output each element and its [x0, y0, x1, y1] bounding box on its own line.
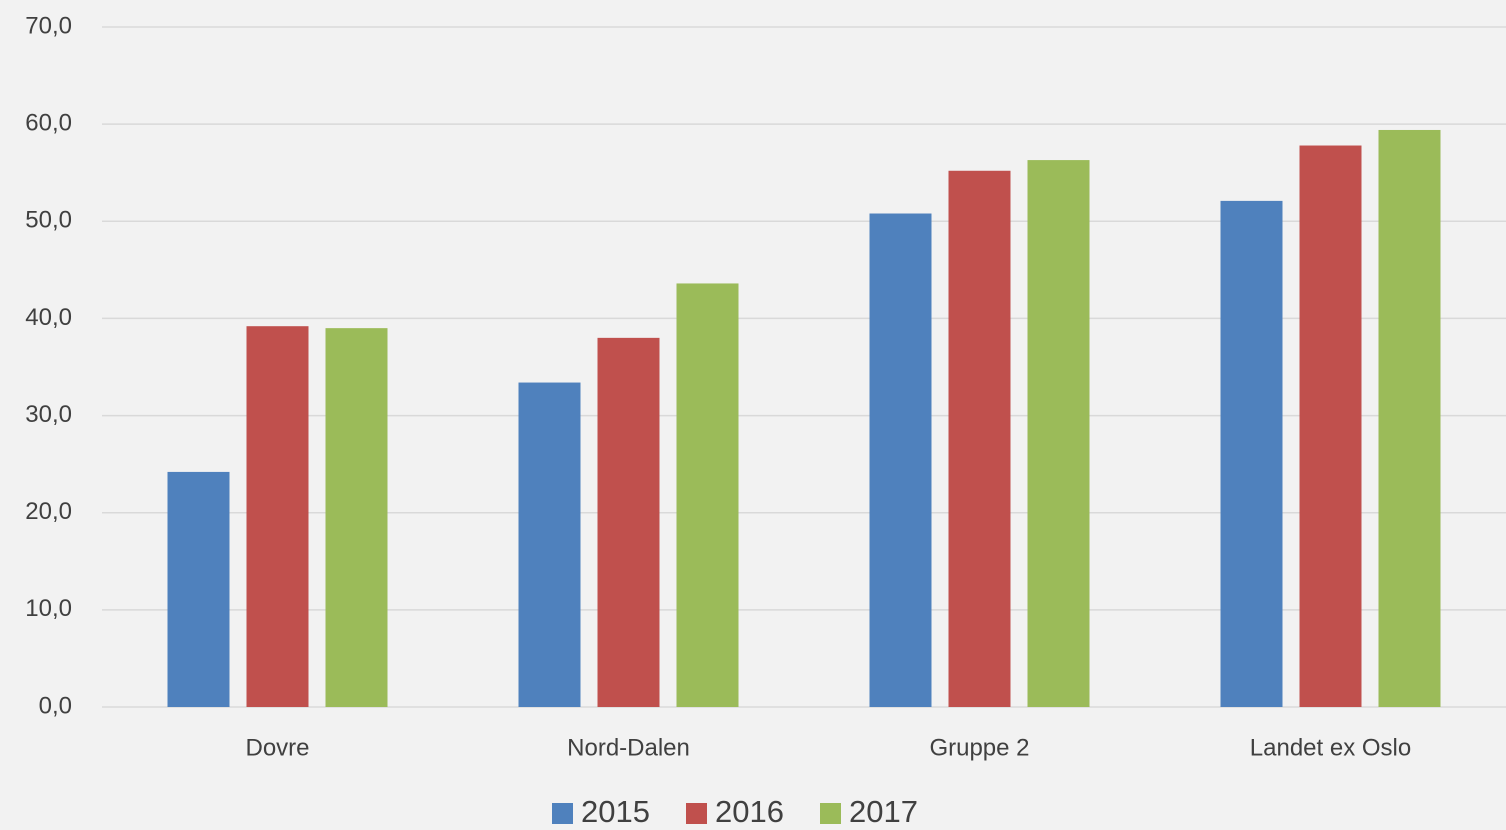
- bar: [1299, 145, 1362, 707]
- y-tick-label: 70,0: [25, 12, 72, 39]
- bar: [518, 382, 581, 707]
- bar: [597, 337, 660, 707]
- y-tick-label: 10,0: [25, 595, 72, 622]
- x-tick-label: Dovre: [245, 734, 309, 761]
- bar: [1220, 200, 1283, 707]
- legend-swatch: [820, 803, 841, 824]
- bar: [167, 471, 230, 707]
- y-tick-label: 20,0: [25, 498, 72, 525]
- legend-label: 2016: [715, 794, 784, 829]
- y-tick-label: 60,0: [25, 109, 72, 136]
- bar: [325, 328, 388, 707]
- x-tick-label: Landet ex Oslo: [1250, 734, 1411, 761]
- y-tick-label: 40,0: [25, 304, 72, 331]
- legend-swatch: [552, 803, 573, 824]
- bar: [1027, 160, 1090, 708]
- bar: [246, 326, 309, 707]
- legend-swatch: [686, 803, 707, 824]
- bar: [1378, 129, 1441, 707]
- bar: [948, 170, 1011, 707]
- legend-label: 2017: [849, 794, 918, 829]
- x-tick-label: Nord-Dalen: [567, 734, 690, 761]
- y-tick-label: 30,0: [25, 401, 72, 428]
- bar: [676, 283, 739, 707]
- legend-label: 2015: [581, 794, 650, 829]
- y-tick-label: 50,0: [25, 207, 72, 234]
- bar: [869, 213, 932, 707]
- x-tick-label: Gruppe 2: [929, 734, 1029, 761]
- y-tick-label: 0,0: [39, 692, 72, 719]
